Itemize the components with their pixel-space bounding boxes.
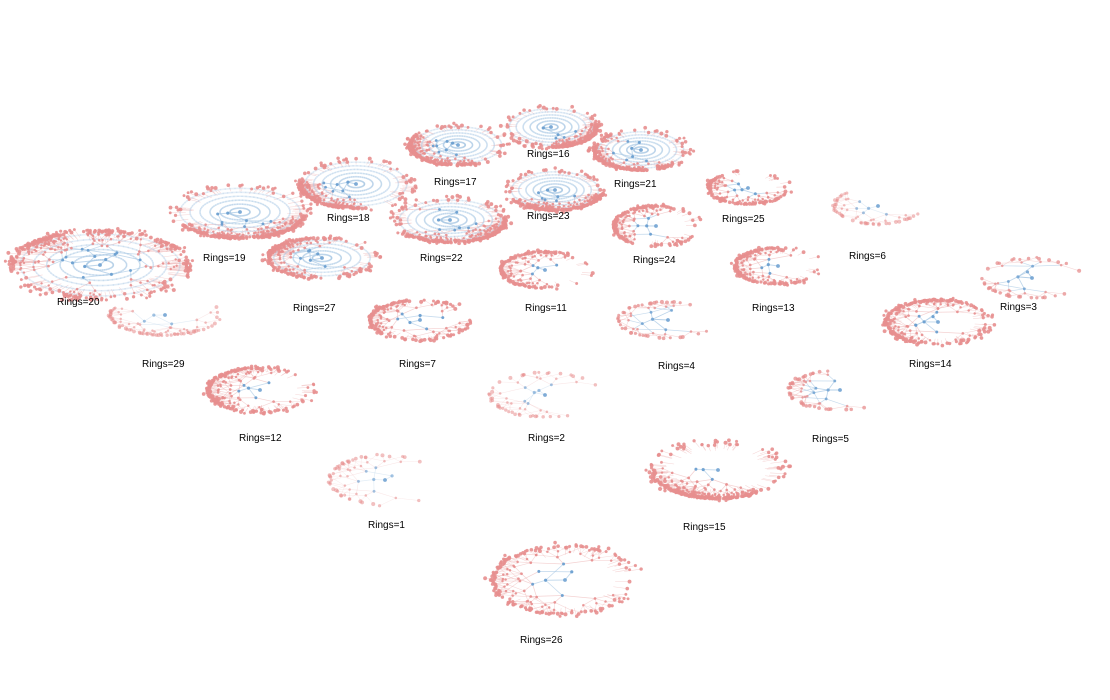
graph-label-g26: Rings=26 <box>520 635 563 646</box>
graph-g15 <box>618 408 818 532</box>
graph-svg-g2 <box>487 370 598 419</box>
graph-g24 <box>580 172 732 280</box>
graph-svg-g24 <box>611 202 703 249</box>
graph-g17 <box>376 91 540 199</box>
graph-svg-g25 <box>705 169 793 206</box>
graph-g5 <box>754 336 926 444</box>
graph-label-g23: Rings=23 <box>527 211 570 222</box>
graph-svg-g1 <box>326 452 422 508</box>
graph-g4 <box>584 268 752 372</box>
graph-label-g27: Rings=27 <box>293 303 336 314</box>
graph-label-g3: Rings=3 <box>1000 302 1037 313</box>
graph-g23 <box>473 136 637 244</box>
graph-g12 <box>174 334 346 446</box>
graph-svg-g20 <box>3 226 195 302</box>
graph-label-g7: Rings=7 <box>399 359 436 370</box>
graph-label-g21: Rings=21 <box>614 179 657 190</box>
graph-label-g13: Rings=13 <box>752 303 795 314</box>
graph-g21 <box>560 96 722 204</box>
graph-g14 <box>852 266 1024 378</box>
graph-label-g25: Rings=25 <box>722 214 765 225</box>
graph-label-g19: Rings=19 <box>203 253 246 264</box>
graph-g7 <box>336 266 504 374</box>
graph-svg-g7 <box>367 298 473 344</box>
graph-g3 <box>948 224 1110 332</box>
graph-g29 <box>76 261 254 369</box>
graph-svg-g15 <box>644 438 793 503</box>
graph-label-g6: Rings=6 <box>849 251 886 262</box>
graph-svg-g6 <box>831 191 920 227</box>
graph-svg-g4 <box>616 299 709 341</box>
graph-label-g15: Rings=15 <box>683 522 726 533</box>
graph-g27 <box>234 204 410 312</box>
graph-svg-g17 <box>403 121 511 168</box>
graph-svg-g11 <box>498 248 595 291</box>
graph-label-g29: Rings=29 <box>142 359 185 370</box>
graph-label-g14: Rings=14 <box>909 359 952 370</box>
graph-label-g4: Rings=4 <box>658 361 695 372</box>
graph-label-g18: Rings=18 <box>327 213 370 224</box>
graph-svg-g3 <box>980 255 1082 300</box>
graph-label-g5: Rings=5 <box>812 434 849 445</box>
graph-svg-g14 <box>881 296 997 348</box>
graph-svg-g29 <box>106 305 222 338</box>
graph-svg-g19 <box>168 183 313 241</box>
graph-label-g11: Rings=11 <box>525 303 567 314</box>
graph-g22 <box>360 164 540 276</box>
graph-svg-g23 <box>504 166 608 214</box>
graph-label-g1: Rings=1 <box>368 520 405 531</box>
graph-label-g12: Rings=12 <box>239 433 282 444</box>
graph-g16 <box>471 73 631 181</box>
graph-g26 <box>459 512 671 648</box>
graph-label-g2: Rings=2 <box>528 433 565 444</box>
graph-svg-g26 <box>483 540 643 619</box>
graph-label-g20: Rings=20 <box>57 297 100 308</box>
graph-svg-g22 <box>388 193 514 246</box>
graph-g13 <box>701 214 855 318</box>
graph-svg-g13 <box>729 245 821 287</box>
graph-svg-g12 <box>201 364 318 416</box>
graph-g18 <box>266 126 446 242</box>
graph-g25 <box>674 138 822 238</box>
graph-svg-g27 <box>260 234 383 281</box>
graph-label-g22: Rings=22 <box>420 253 463 264</box>
graph-g1 <box>296 421 474 539</box>
graph-svg-g16 <box>498 103 604 151</box>
graph-g11 <box>467 218 623 322</box>
graph-svg-g21 <box>586 125 696 173</box>
graph-label-g24: Rings=24 <box>633 255 676 266</box>
graph-svg-g18 <box>294 156 418 212</box>
graph-g20 <box>0 197 222 333</box>
graph-g2 <box>456 339 634 451</box>
graph-svg-g5 <box>786 369 867 412</box>
graph-label-g17: Rings=17 <box>434 177 477 188</box>
graph-label-g16: Rings=16 <box>527 149 570 160</box>
graph-g19 <box>140 152 340 272</box>
graph-g6 <box>800 154 956 258</box>
